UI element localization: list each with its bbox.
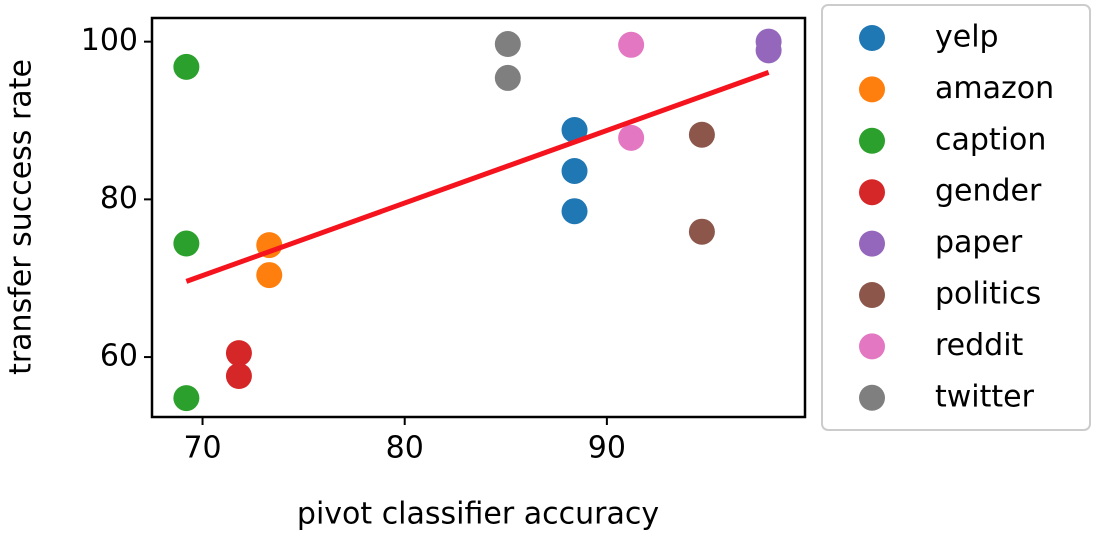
legend-marker (859, 76, 885, 103)
plot-frame (150, 16, 807, 419)
y-tick-label: 100 (81, 23, 138, 58)
legend-label: amazon (935, 71, 1054, 106)
legend-marker (859, 384, 885, 411)
legend-marker (859, 179, 885, 206)
point (173, 53, 200, 80)
legend-marker (859, 282, 885, 308)
point (225, 362, 252, 389)
point (225, 340, 252, 367)
legend-label: reddit (935, 328, 1024, 363)
legend-marker (859, 127, 885, 154)
point (561, 157, 588, 184)
y-tick-label: 60 (100, 339, 138, 374)
point (173, 230, 200, 257)
x-tick-label: 70 (183, 431, 221, 466)
point (561, 116, 588, 143)
legend-marker (859, 230, 885, 257)
x-tick-label: 90 (588, 431, 626, 466)
x-tick-label: 80 (386, 431, 424, 466)
y-tick-label: 80 (100, 181, 138, 216)
legend-label: yelp (935, 20, 999, 55)
point (618, 124, 645, 151)
point (494, 64, 521, 91)
point (618, 31, 645, 58)
legend-label: caption (935, 122, 1046, 157)
legend-label: gender (935, 174, 1042, 209)
point (688, 121, 715, 148)
legend-label: paper (935, 225, 1023, 260)
legend-label: politics (935, 277, 1041, 312)
y-axis-label: transfer success rate (4, 59, 39, 375)
point (755, 37, 782, 64)
point (561, 198, 588, 225)
point (256, 262, 283, 289)
x-axis-label: pivot classifier accuracy (297, 497, 659, 532)
legend-marker (859, 25, 885, 51)
point (494, 31, 521, 58)
point (688, 218, 715, 245)
point (173, 385, 200, 412)
legend-marker (859, 333, 885, 360)
trend-line (185, 70, 770, 284)
legend-label: twitter (935, 379, 1035, 414)
legend-box (821, 4, 1091, 431)
